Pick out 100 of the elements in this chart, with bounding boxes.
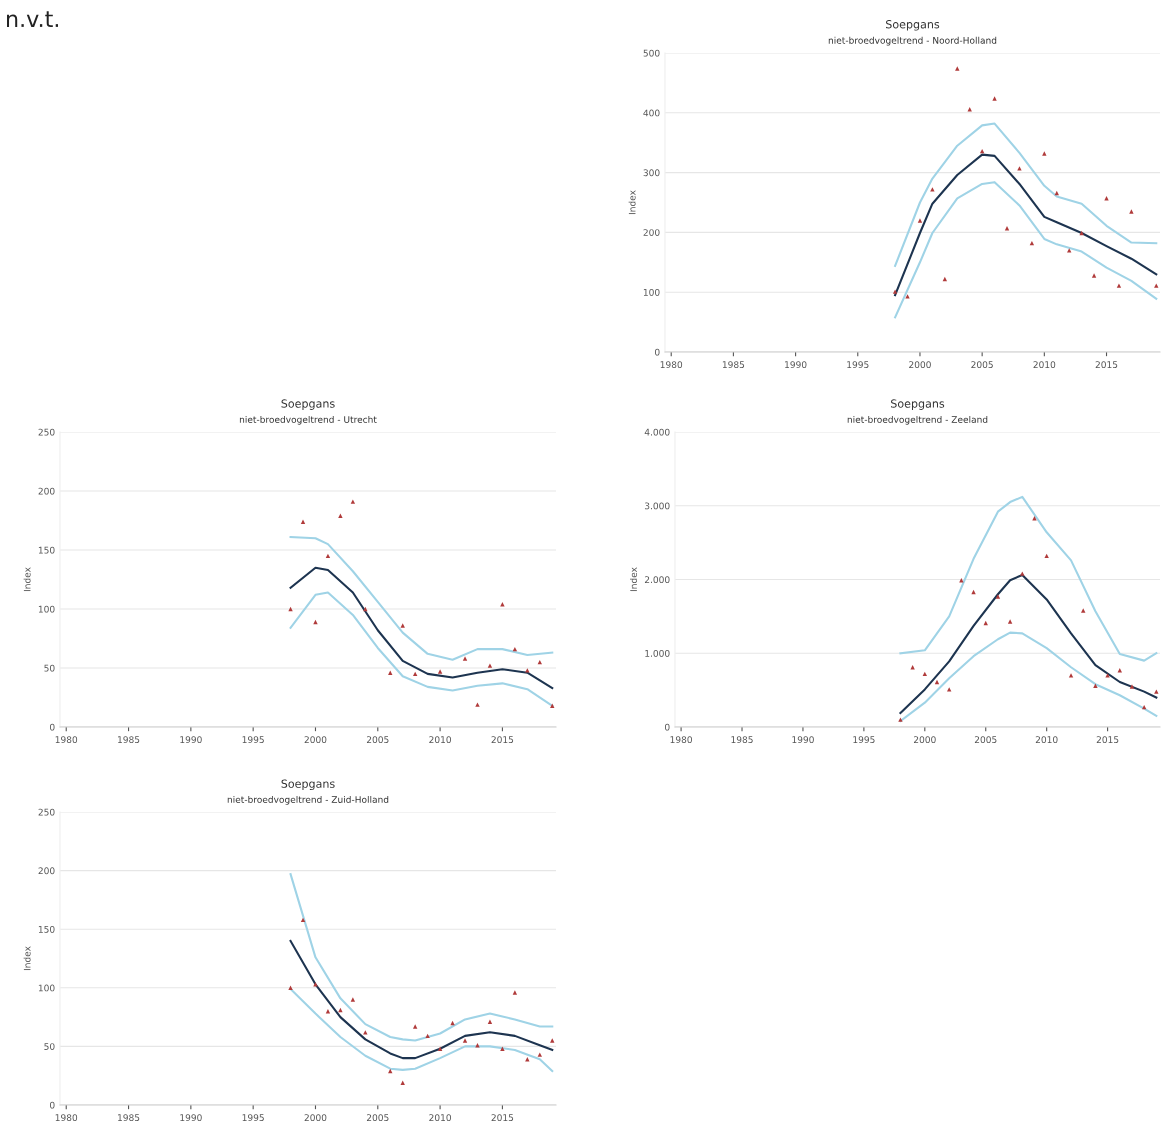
y-tick-label: 500 [643,49,660,57]
point [550,1038,555,1043]
line-series [289,591,554,707]
point [437,1046,443,1051]
point [487,1019,493,1024]
y-tick-label: 0 [49,1101,55,1109]
x-tick-label: 2015 [1095,361,1118,369]
x-tick-label: 2010 [1033,361,1056,369]
y-tick-label: 100 [643,288,660,296]
point [363,1030,368,1035]
x-tick-label: 1985 [118,736,140,744]
point [1054,190,1059,196]
point [1116,283,1122,288]
x-tick-label: 1985 [731,736,753,744]
point [1044,553,1049,559]
x-tick-label: 1990 [785,361,807,369]
chart-title: Soepgans [891,399,945,410]
x-tick-label: 2015 [1096,736,1119,744]
x-tick-label: 1990 [792,736,814,744]
y-axis-title: Index [23,567,31,592]
point [338,513,343,518]
point [1093,683,1098,688]
y-tick-label: 50 [44,664,55,672]
x-tick-label: 1980 [55,736,78,744]
point [983,620,988,626]
x-tick-label: 2005 [974,736,997,744]
point [1007,619,1013,624]
text: n.v.t. [7,11,59,27]
chart-subtitle: niet-broedvogeltrend - Zeeland [847,415,988,425]
line-series [289,873,554,1042]
y-tick-label: 250 [38,808,55,816]
point [922,671,928,677]
y-tick-label: 150 [38,925,55,933]
line-series [899,631,1158,723]
point [1067,248,1072,253]
x-tick-label: 2005 [366,736,389,744]
line-series [289,987,554,1073]
line-series [289,939,554,1060]
y-tick-label: 0 [49,723,55,731]
y-tick-label: 50 [44,1043,55,1050]
point [992,96,997,101]
point [412,671,418,677]
x-tick-label: 1980 [55,1114,78,1122]
x-tick-label: 1990 [180,1114,202,1122]
point [437,669,443,674]
point [1154,283,1159,288]
x-tick-label: 1995 [853,736,875,744]
y-tick-label: 3.000 [644,502,670,510]
point [1104,196,1109,201]
x-tick-label: 1985 [722,361,745,369]
point [525,668,530,673]
x-tick-label: 2010 [429,736,451,744]
point [1154,689,1159,694]
chart-subtitle: niet-broedvogeltrend - Zuid-Holland [227,795,389,805]
point [363,606,368,612]
chart-title: Soepgans [886,20,940,31]
x-tick-label: 2015 [491,1114,514,1122]
point [946,687,952,692]
point [1042,151,1047,156]
y-tick-label: 250 [38,428,55,436]
point [388,670,393,675]
point [462,656,468,661]
y-tick-label: 1.000 [645,649,670,657]
point [550,703,555,708]
x-tick-label: 2000 [304,736,327,744]
point [350,997,356,1002]
line-series [289,535,554,661]
point [300,519,306,524]
x-tick-label: 2000 [913,736,936,744]
point [462,1038,468,1043]
point [917,218,923,223]
chart-subtitle: niet-broedvogeltrend - Noord-Holland [828,36,997,46]
y-tick-label: 200 [38,867,55,875]
point [1129,209,1134,214]
line-series [899,495,1158,662]
point [400,1080,405,1085]
point [1091,273,1097,278]
x-tick-label: 2000 [304,1114,327,1122]
point [388,1068,393,1074]
y-tick-label: 100 [38,605,55,613]
y-axis-title: Index [23,946,31,971]
point [898,717,903,722]
y-tick-label: 300 [643,169,660,177]
point [1068,673,1074,678]
y-axis-title: Index [630,567,637,592]
x-tick-label: 2005 [366,1114,389,1122]
x-tick-label: 1995 [242,1114,264,1122]
point [475,702,480,707]
x-tick-label: 2015 [491,736,514,744]
chart-title: Soepgans [281,399,335,410]
point [512,990,518,995]
y-tick-label: 4.000 [644,428,670,436]
y-axis-title: Index [628,190,636,215]
line-series [894,122,1158,267]
point [500,1046,505,1051]
point [537,1052,542,1057]
x-tick-label: 2010 [1035,736,1058,744]
x-tick-label: 1995 [847,361,869,369]
point [350,499,356,504]
point [1129,684,1135,689]
